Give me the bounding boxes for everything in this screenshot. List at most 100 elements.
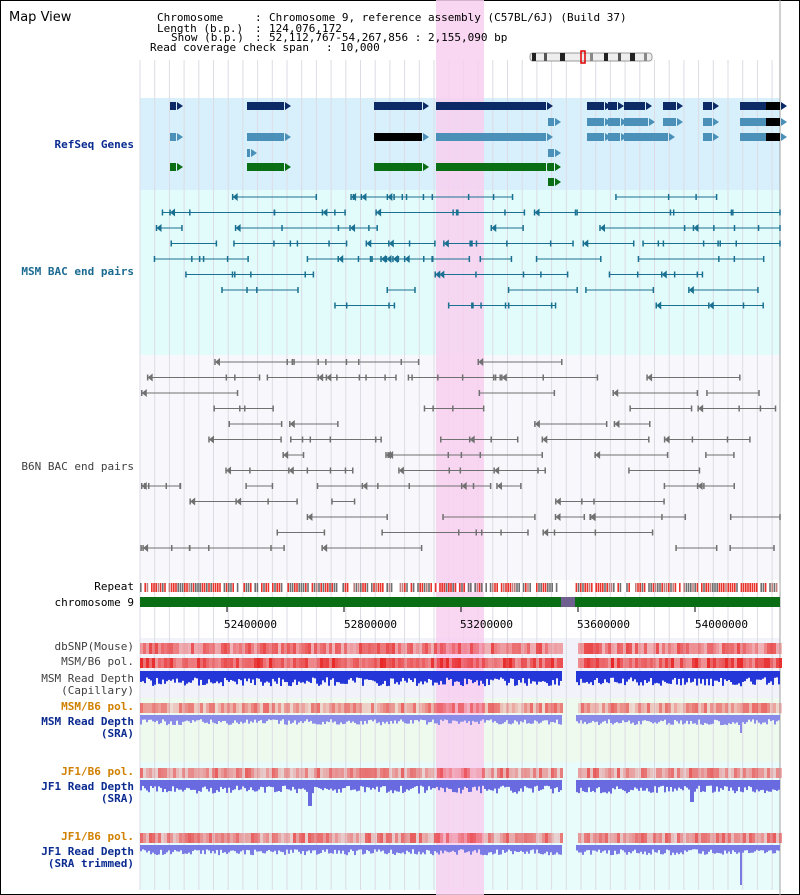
- depth-bar: [736, 671, 738, 685]
- heat-cell: [653, 703, 656, 713]
- depth-bar: [236, 845, 238, 854]
- depth-bar: [284, 671, 286, 682]
- depth-bar: [598, 715, 600, 725]
- bac-end-arrow: [366, 239, 372, 248]
- heat-cell: [317, 703, 320, 713]
- depth-bar: [218, 780, 220, 792]
- heat-cell: [536, 833, 539, 843]
- heat-cell: [329, 703, 332, 713]
- bac-end-arrow: [555, 497, 561, 506]
- depth-bar: [242, 780, 244, 787]
- coverage-key: Read coverage check span: [150, 41, 309, 54]
- repeat-mark: [511, 583, 514, 592]
- heat-cell: [749, 643, 752, 654]
- heat-cell: [209, 703, 212, 713]
- depth-bar: [228, 671, 230, 682]
- heat-cell: [749, 768, 752, 778]
- heat-cell: [668, 658, 671, 668]
- heat-cell: [704, 833, 707, 843]
- heat-cell: [614, 643, 617, 654]
- depth-bar: [586, 780, 588, 793]
- gene-exon: [548, 178, 554, 186]
- heat-cell: [140, 768, 143, 778]
- heat-cell: [347, 643, 350, 654]
- heat-cell: [434, 768, 437, 778]
- heat-cell: [308, 833, 311, 843]
- depth-bar: [462, 780, 464, 790]
- depth-bar: [668, 715, 670, 724]
- depth-bar: [192, 845, 194, 851]
- depth-bar: [438, 845, 440, 855]
- bac-end-arrow: [141, 482, 147, 490]
- depth-bar: [714, 671, 716, 681]
- repeat-mark: [483, 583, 485, 592]
- depth-bar: [660, 845, 662, 855]
- depth-bar: [416, 715, 418, 721]
- depth-bar: [582, 715, 584, 724]
- track-label-msm-bac[interactable]: MSM BAC end pairs: [21, 265, 134, 278]
- heat-cell: [248, 658, 251, 668]
- depth-bar: [614, 671, 616, 682]
- depth-bar: [414, 715, 416, 721]
- repeat-mark: [509, 583, 512, 592]
- depth-bar: [298, 845, 300, 852]
- repeat-mark: [657, 583, 659, 592]
- heat-cell: [200, 768, 203, 778]
- heat-cell: [392, 658, 395, 668]
- depth-bar: [712, 715, 714, 724]
- depth-bar: [170, 715, 172, 722]
- track-label-refseq[interactable]: RefSeq Genes: [54, 138, 134, 151]
- repeat-mark: [217, 583, 219, 592]
- depth-bar: [238, 715, 240, 725]
- depth-bar: [606, 845, 608, 854]
- repeat-mark: [635, 583, 637, 592]
- heat-cell: [365, 658, 368, 668]
- track-label-jf1-depth-sra: JF1 Read Depth: [41, 780, 134, 793]
- depth-bar: [710, 780, 712, 786]
- strand-arrow: [177, 163, 183, 171]
- depth-bar: [152, 671, 154, 686]
- heat-cell: [212, 643, 215, 654]
- depth-bar: [550, 671, 552, 686]
- bac-end-arrow: [613, 389, 619, 397]
- depth-bar: [674, 671, 676, 678]
- heat-cell: [380, 833, 383, 843]
- depth-bar: [264, 845, 266, 854]
- heat-cell: [302, 658, 305, 668]
- bac-end-arrow: [307, 513, 313, 521]
- heat-cell: [590, 703, 593, 713]
- depth-bar: [214, 845, 216, 854]
- repeat-mark: [643, 583, 646, 592]
- depth-bar: [748, 715, 750, 720]
- repeat-mark: [263, 583, 265, 592]
- depth-bar: [188, 780, 190, 789]
- gene-exon: [548, 163, 554, 171]
- heat-cell: [596, 643, 599, 654]
- depth-bar: [594, 715, 596, 723]
- depth-bar: [422, 715, 424, 721]
- heat-cell: [443, 833, 446, 843]
- depth-bar: [278, 845, 280, 851]
- depth-bar: [734, 715, 736, 724]
- heat-cell: [290, 703, 293, 713]
- track-label-b6n-bac[interactable]: B6N BAC end pairs: [21, 460, 134, 473]
- depth-bar: [358, 715, 360, 725]
- depth-bar: [560, 845, 562, 855]
- depth-bar: [622, 715, 624, 721]
- depth-bar: [256, 671, 258, 679]
- depth-bar: [406, 671, 408, 683]
- bac-end-arrow: [236, 497, 242, 506]
- coverage-value: 10,000: [340, 41, 380, 54]
- heat-cell: [467, 643, 470, 654]
- heat-cell: [677, 658, 680, 668]
- repeat-mark: [553, 583, 556, 592]
- repeat-mark: [500, 583, 503, 592]
- depth-bar: [244, 671, 246, 679]
- repeat-mark: [313, 583, 316, 592]
- depth-bar: [662, 845, 664, 855]
- heat-cell: [359, 768, 362, 778]
- depth-bar: [352, 780, 354, 790]
- heat-cell: [212, 658, 215, 668]
- depth-bar: [590, 845, 592, 855]
